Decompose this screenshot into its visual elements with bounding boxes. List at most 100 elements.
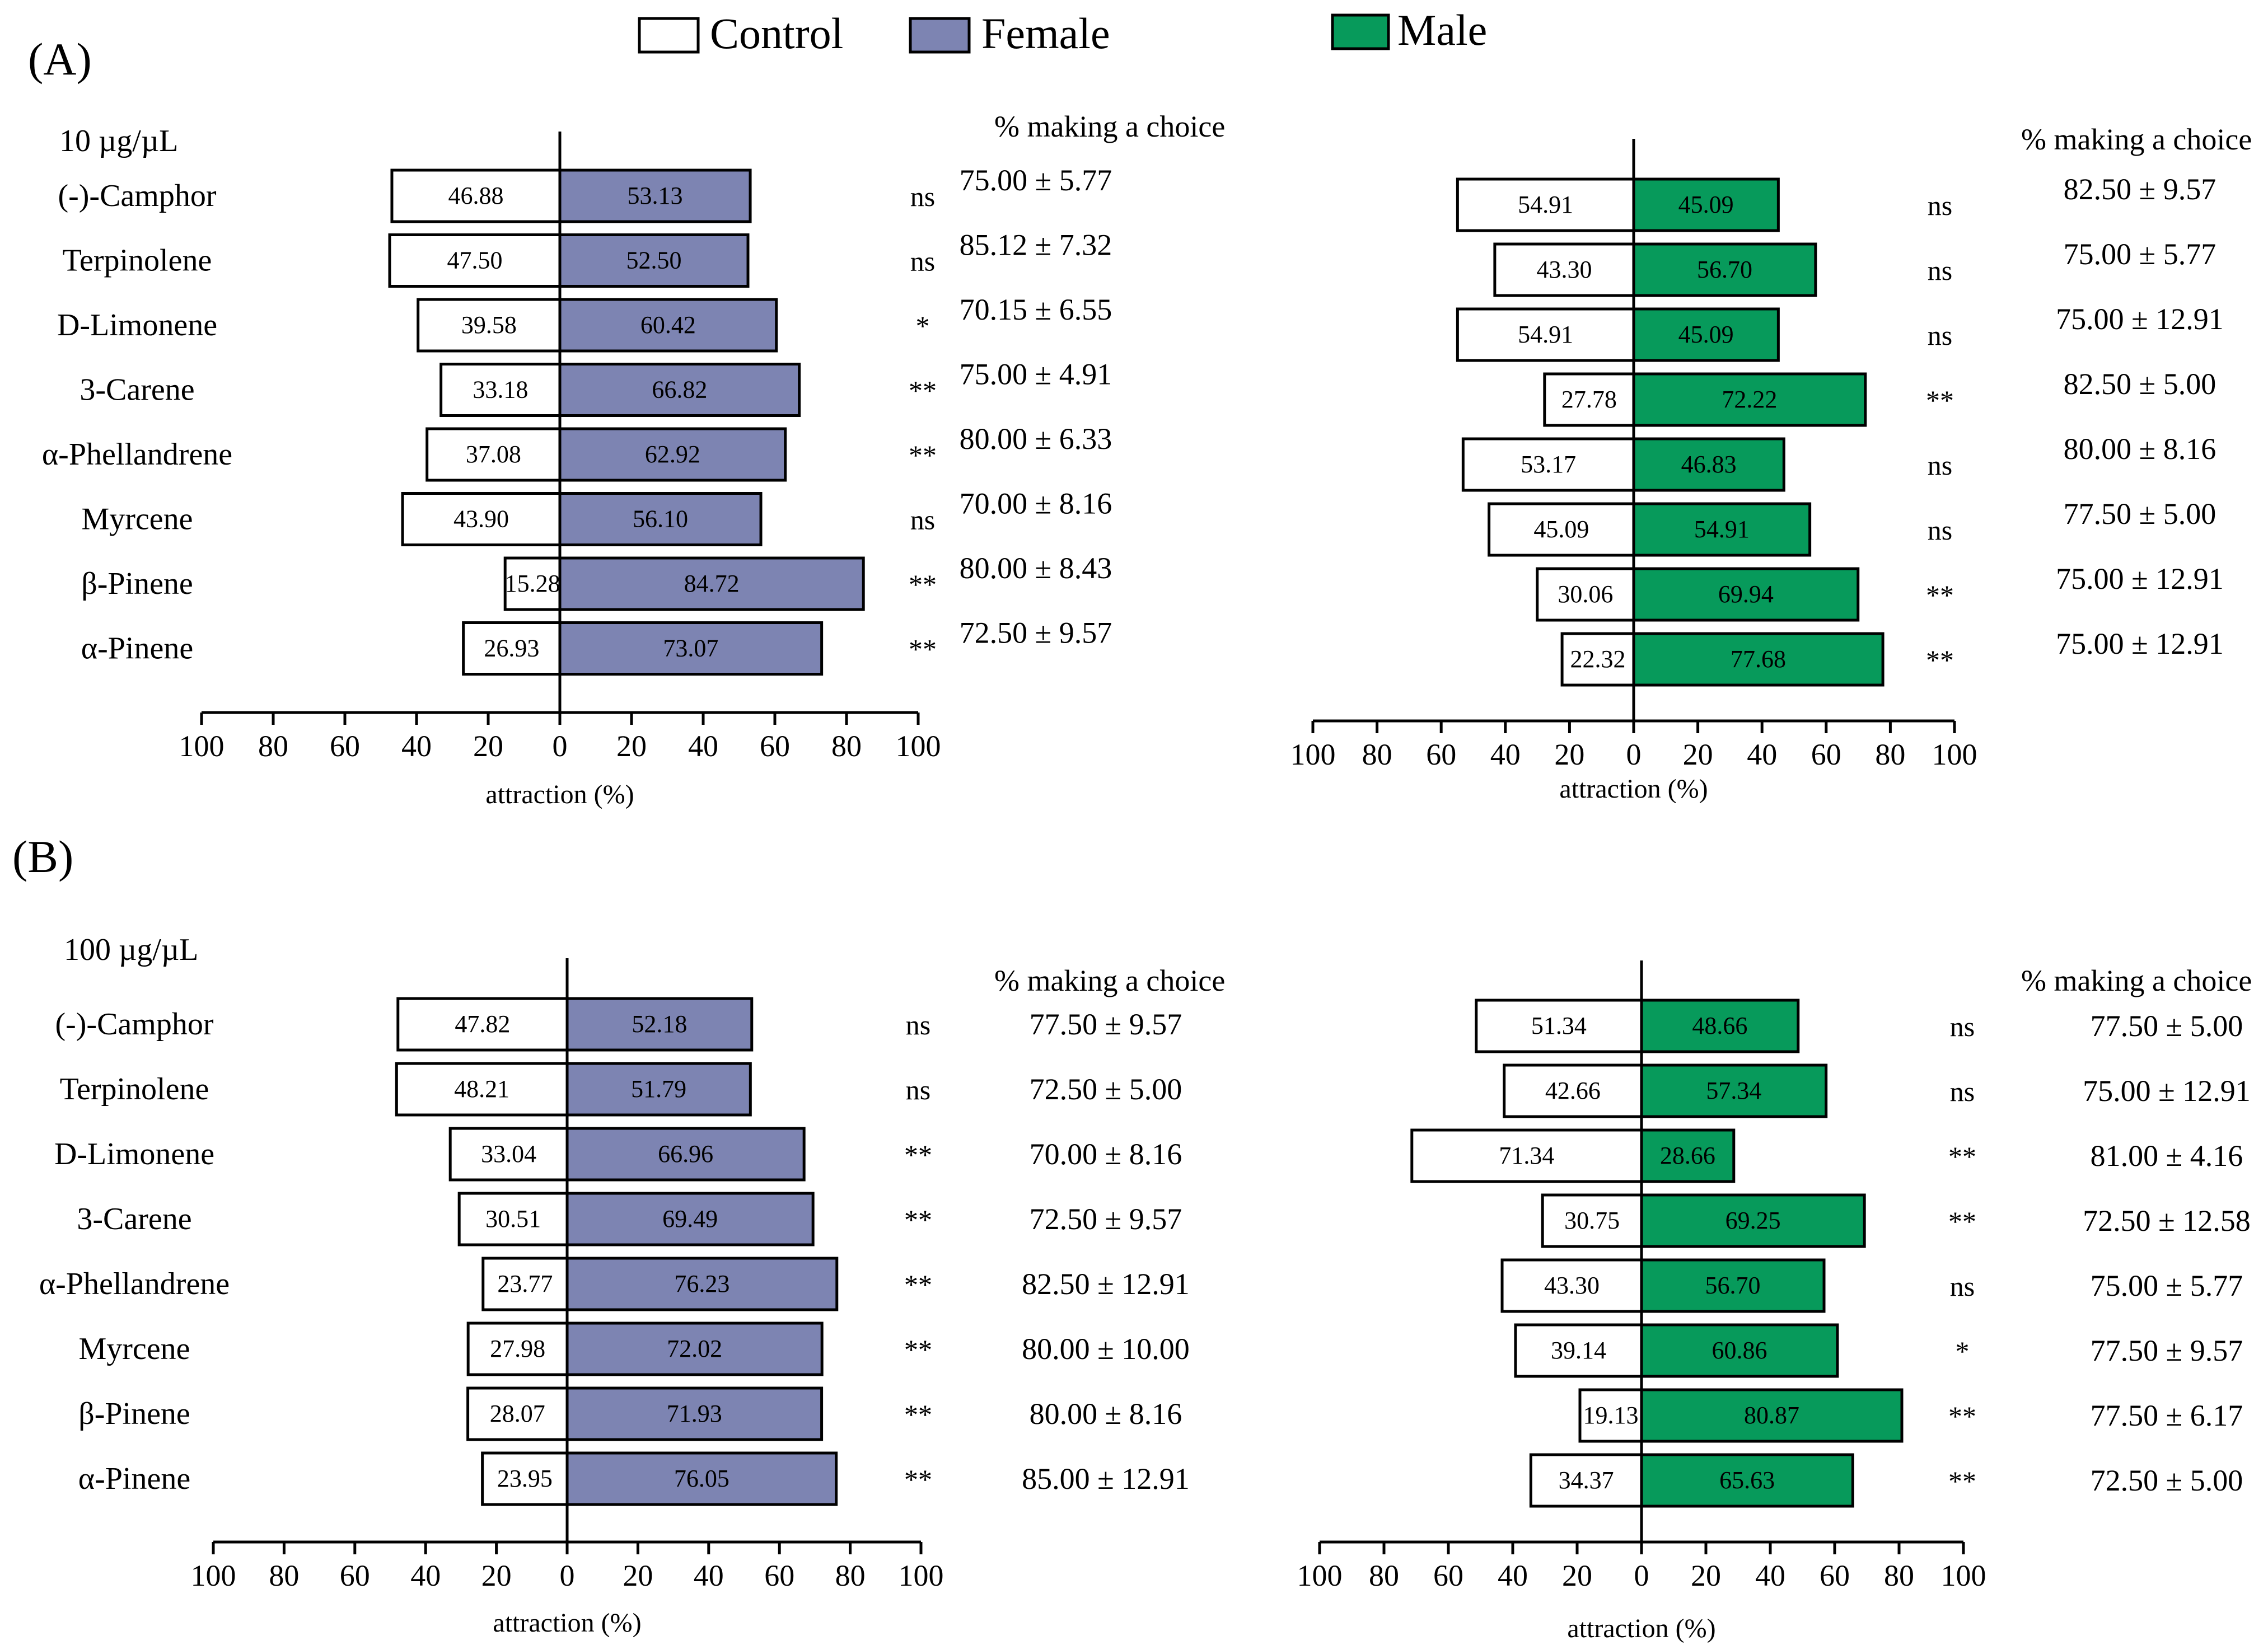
bar-control (401, 492, 562, 546)
percent-choice-value: 80.00 ± 10.00 (1022, 1332, 1190, 1366)
x-tick-label: 80 (835, 1559, 866, 1592)
data-label-female: 84.72 (684, 570, 740, 597)
data-label-control: 28.07 (490, 1400, 545, 1427)
panel-label-a: (A) (28, 34, 92, 85)
significance-label: ** (904, 1464, 932, 1495)
x-tick-label: 60 (1426, 738, 1456, 771)
data-label-male: 46.83 (1681, 451, 1737, 478)
category-label: α-Pinene (81, 631, 193, 666)
bar-female (565, 1386, 824, 1441)
x-axis-label: attraction (%) (493, 1608, 641, 1638)
bar-control (1488, 502, 1635, 557)
data-label-female: 66.82 (652, 376, 707, 404)
data-label-control: 30.51 (485, 1205, 541, 1232)
percent-choice-value: 75.00 ± 12.91 (2056, 562, 2224, 596)
category-label: α-Pinene (78, 1461, 190, 1496)
bar-control (1560, 632, 1635, 687)
x-tick-label: 20 (481, 1559, 512, 1592)
x-tick-label: 40 (1747, 738, 1777, 771)
bar-male (1632, 632, 1884, 687)
data-label-male: 72.22 (1722, 386, 1777, 413)
category-label: 3-Carene (80, 373, 194, 407)
choice-header-a-female: % making a choice (994, 110, 1225, 143)
percent-choice-value: 70.00 ± 8.16 (1030, 1137, 1182, 1171)
chart-b-female: 47.82 52.18 (-)-Camphor ns 77.50 ± 9.57 48.21… (39, 958, 1190, 1638)
significance-label: ns (1928, 320, 1952, 351)
data-label-male: 56.70 (1697, 256, 1752, 283)
data-label-female: 52.50 (626, 247, 682, 274)
x-tick-label: 0 (1626, 738, 1642, 771)
data-label-control: 27.78 (1561, 386, 1617, 413)
x-tick-label: 80 (258, 729, 288, 763)
significance-label: ns (910, 181, 935, 212)
x-tick-label: 40 (694, 1559, 724, 1592)
data-label-control: 43.90 (453, 505, 509, 533)
data-label-male: 54.91 (1694, 515, 1750, 543)
x-tick-label: 100 (179, 729, 225, 763)
x-tick-label: 80 (1362, 738, 1392, 771)
bar-male (1640, 1128, 1736, 1183)
data-label-control: 48.21 (454, 1075, 509, 1103)
x-tick-label: 80 (1884, 1559, 1914, 1592)
data-label-control: 30.75 (1564, 1207, 1620, 1234)
significance-label: ns (1928, 255, 1952, 286)
bar-control (1578, 1388, 1643, 1443)
data-label-control: 47.82 (455, 1010, 510, 1038)
bar-female (558, 556, 865, 611)
percent-choice-value: 72.50 ± 9.57 (960, 616, 1112, 650)
x-tick-label: 40 (1498, 1559, 1528, 1592)
data-label-male: 45.09 (1678, 191, 1734, 218)
data-label-female: 71.93 (667, 1400, 722, 1427)
bar-control (1410, 1128, 1643, 1183)
legend-swatch-female (909, 17, 971, 54)
bar-control (1500, 1258, 1643, 1313)
percent-choice-value: 70.15 ± 6.55 (960, 293, 1112, 326)
data-label-control: 47.50 (447, 247, 503, 274)
panel-label-b: (B) (12, 831, 73, 882)
bar-male (1640, 1453, 1854, 1508)
percent-choice-value: 82.50 ± 9.57 (2064, 172, 2216, 206)
data-label-female: 52.18 (632, 1010, 687, 1038)
bar-male (1632, 567, 1860, 622)
percent-choice-value: 77.50 ± 5.00 (2091, 1009, 2243, 1043)
significance-label: ** (1948, 1465, 1976, 1497)
data-label-female: 76.23 (674, 1270, 729, 1297)
significance-label: * (1956, 1335, 1970, 1367)
significance-label: ** (1948, 1400, 1976, 1432)
bar-male (1640, 1063, 1828, 1118)
legend-swatch-male (1331, 13, 1390, 50)
bar-control (462, 621, 562, 676)
percent-choice-value: 75.00 ± 5.77 (2091, 1269, 2243, 1302)
data-label-control: 54.91 (1518, 321, 1573, 348)
data-label-male: 48.66 (1692, 1012, 1747, 1039)
legend-label-male: Male (1397, 6, 1487, 54)
bar-control (466, 1386, 569, 1441)
data-label-control: 33.04 (481, 1140, 536, 1168)
data-label-male: 28.66 (1660, 1142, 1715, 1169)
x-axis-label: attraction (%) (1567, 1614, 1715, 1643)
bar-female (565, 1321, 824, 1376)
choice-header-b-female: % making a choice (994, 964, 1225, 997)
bar-control (1514, 1323, 1643, 1378)
data-label-female: 56.10 (633, 505, 688, 533)
x-tick-label: 60 (340, 1559, 370, 1592)
percent-choice-value: 82.50 ± 12.91 (1022, 1267, 1190, 1301)
data-label-control: 43.30 (1536, 256, 1592, 283)
x-tick-label: 40 (401, 729, 432, 763)
data-label-male: 65.63 (1719, 1466, 1775, 1494)
percent-choice-value: 75.00 ± 4.91 (960, 358, 1112, 391)
data-label-control: 42.66 (1545, 1077, 1601, 1104)
bar-female (565, 1062, 752, 1117)
bar-female (558, 492, 763, 546)
chart-a-female: 46.88 53.13 (-)-Camphor ns 75.00 ± 5.77 47.50… (42, 132, 1112, 809)
bar-male (1640, 1323, 1839, 1378)
data-label-control: 15.28 (505, 570, 560, 597)
percent-choice-value: 77.50 ± 6.17 (2091, 1399, 2243, 1432)
bar-female (558, 233, 750, 288)
data-label-control: 46.88 (448, 182, 503, 209)
data-label-control: 26.93 (484, 635, 539, 662)
bar-male (1640, 1193, 1866, 1248)
data-label-control: 43.30 (1544, 1272, 1600, 1299)
bar-control (481, 1451, 569, 1506)
bar-female (558, 298, 778, 353)
